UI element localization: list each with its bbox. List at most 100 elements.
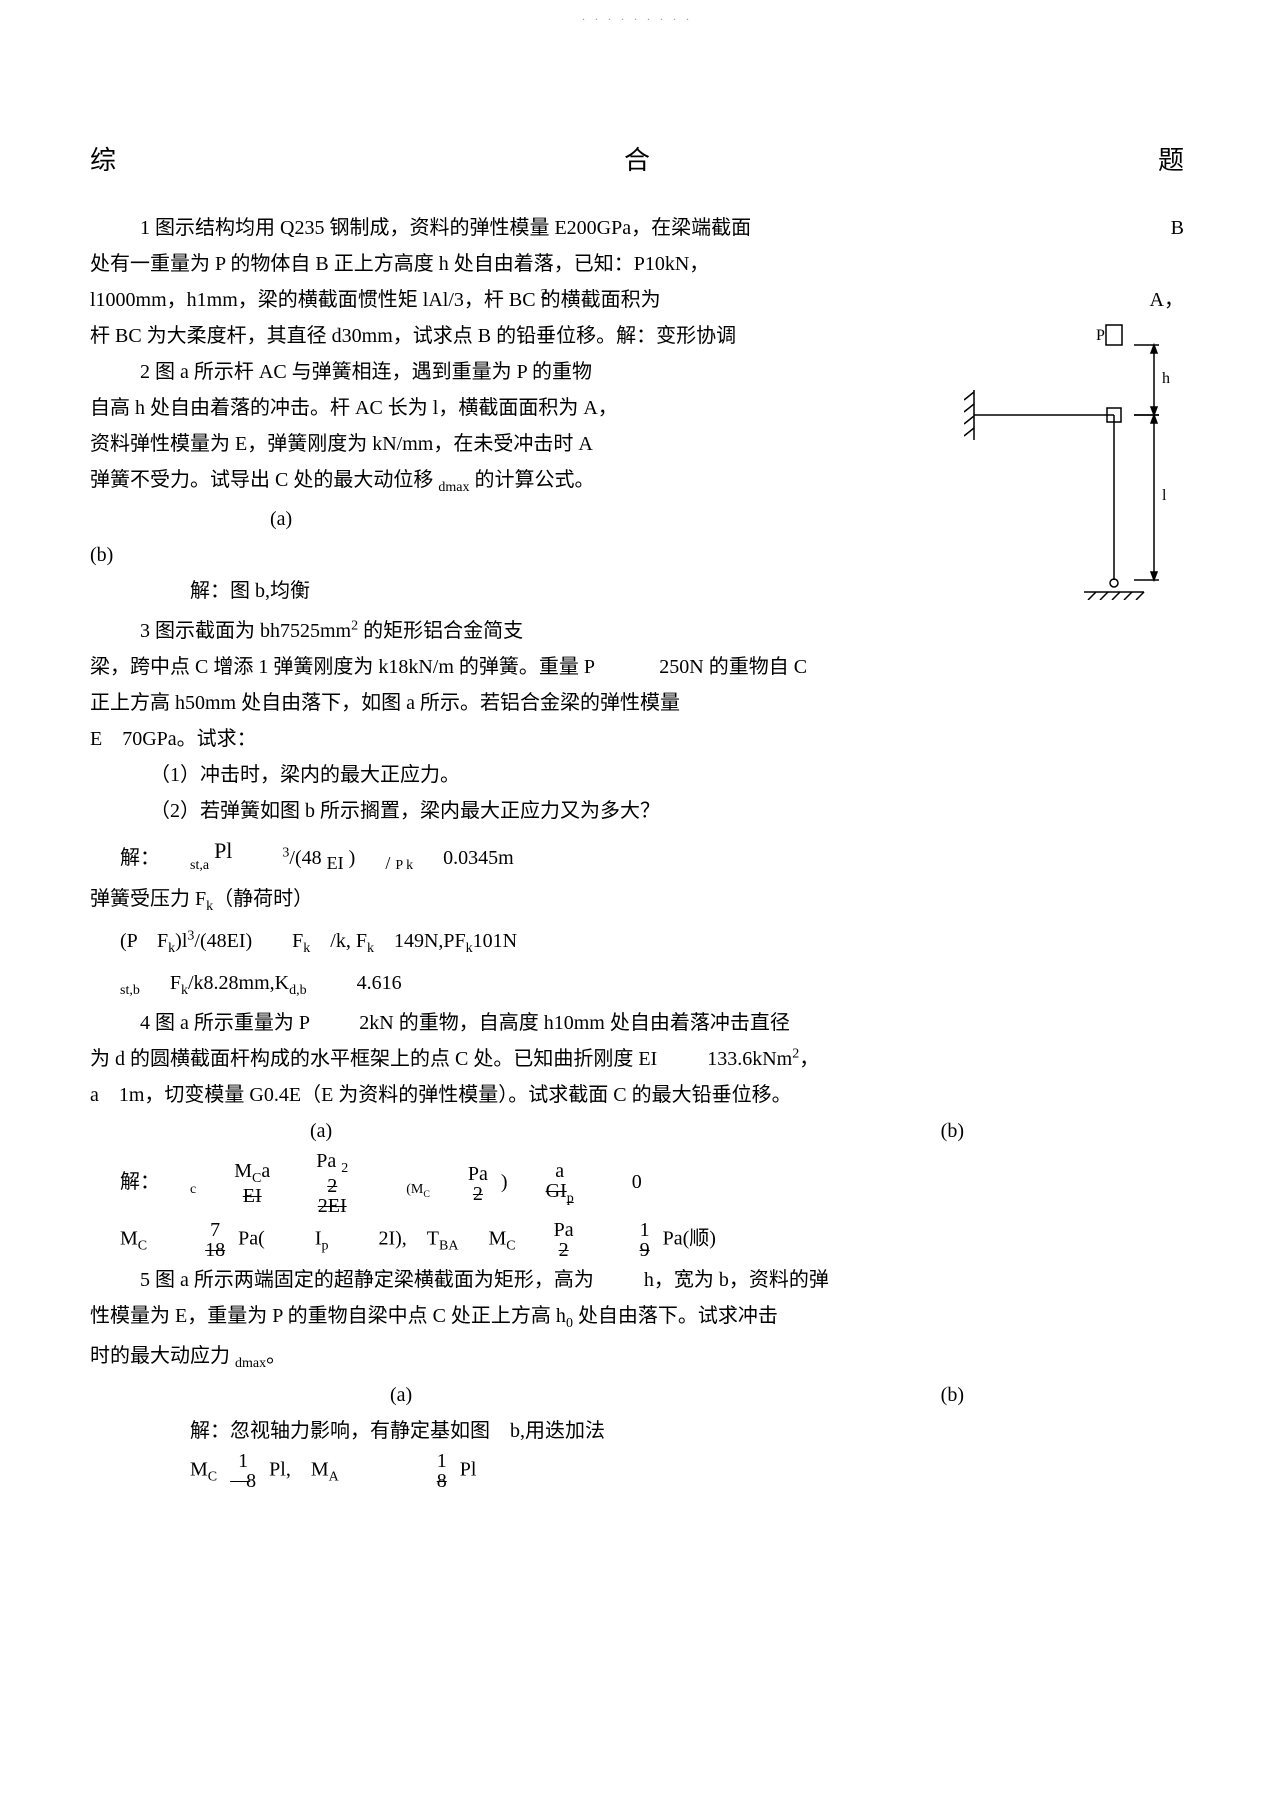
p3-eq3: st,b Fk/k8.28mm,Kd,b 4.616 (120, 965, 1184, 1003)
p3-eq2-e: 149N,PF (374, 930, 466, 952)
title-row: 综 合 题 (90, 140, 1184, 182)
p4-Mc2: M (120, 1228, 138, 1250)
p5-A: A (329, 1470, 339, 1485)
p4-BA: BA (439, 1239, 458, 1254)
p4-Mc: M (234, 1160, 252, 1182)
p4-Csub3: C (138, 1239, 147, 1254)
p4-frac1: MCa EI (230, 1161, 274, 1206)
p5-line3-a: 时的最大动应力 (90, 1345, 235, 1367)
p4-frac2: Pa 2 2 2EI (312, 1151, 352, 1216)
p3-line2-left: 梁，跨中点 C 增添 1 弹簧刚度为 k18kN/m 的弹簧。重量 P (90, 656, 594, 678)
p3-line1-b: 的矩形铝合金简支 (358, 620, 523, 642)
p5-eq1: MC 1 8 Pl, MA 1 8 Pl (190, 1451, 1184, 1491)
p5-line2-a: 性模量为 E，重量为 P 的重物自梁中点 C 处正上方高 h (90, 1305, 566, 1327)
p3-eq2-b: )l (175, 930, 187, 952)
p3-close: ) (349, 847, 356, 869)
p3-line1-a: 3 图示截面为 bh7525mm (140, 620, 351, 642)
p4-7: 7 (201, 1220, 229, 1240)
p5-line2-b: 处自由落下。试求冲击 (573, 1305, 778, 1327)
p3-stb: st,b (120, 983, 140, 998)
p5-sol: 解：忽视轴力影响，有静定基如图 b,用迭加法 (90, 1415, 1184, 1447)
p5-line3: 时的最大动应力 dmax。 (90, 1340, 1184, 1375)
p4-comma: ， (799, 1048, 819, 1070)
p4-2I: 2I), T (378, 1228, 439, 1250)
p3-spring-a: 弹簧受压力 F (90, 888, 206, 910)
p5-line1-b: h，宽为 b，资料的弹 (644, 1269, 829, 1291)
p4-18: 18 (201, 1240, 229, 1260)
p3-eq2-k3: k (367, 941, 374, 956)
page-header-dots: · · · · · · · · · (0, 10, 1274, 29)
p4-Mc-open: (M (406, 1182, 423, 1197)
p3-eq3-k: k (181, 983, 188, 998)
p5-a: (a) (390, 1379, 412, 1411)
p3-eq3-b: /k8.28mm,K (188, 972, 289, 994)
p3-line3: 正上方高 h50mm 处自由落下，如图 a 所示。若铝合金梁的弹性模量 (90, 687, 1184, 719)
p5-line1: 5 图 a 所示两端固定的超静定梁横截面为矩形，高为 h，宽为 b，资料的弹 (90, 1264, 1184, 1296)
p5-frac2: 1 8 (433, 1451, 451, 1491)
p1-line1: 1 图示结构均用 Q235 钢制成，资料的弹性模量 E200GPa，在梁端截面 … (90, 212, 1184, 244)
p4-Csub: C (252, 1171, 261, 1186)
p4-2c: 2 (550, 1240, 578, 1260)
p4-eq2: MC 7 18 Pa( Ip 2I), TBA MC Pa 2 1 9 Pa(顺… (120, 1220, 1184, 1260)
p1-sup2: 2 (541, 287, 548, 302)
p3-spring-b: （静荷时） (213, 888, 313, 910)
p4-eq1: 解： c MCa EI Pa 2 2 2EI (MC Pa 2 ) a GIp … (120, 1151, 1184, 1216)
p3-eq3-c: 4.616 (357, 972, 402, 994)
p3-pk: P k (395, 858, 413, 873)
p4-line1-a: 4 图 a 所示重量为 P (140, 1012, 309, 1034)
svg-text:l: l (1162, 487, 1167, 504)
p4-EI: EI (230, 1186, 274, 1206)
p3-sta: st,a (190, 858, 209, 873)
p3-EI: EI (327, 853, 344, 873)
p4-Mc3: M (488, 1228, 506, 1250)
p4-c: c (190, 1182, 196, 1197)
p3-eq2-f: 101N (473, 930, 517, 952)
title-c3: 题 (1158, 140, 1184, 182)
p4-sol-label: 解： (120, 1171, 160, 1193)
p3-eq3-F: F (170, 972, 181, 994)
p4-2EI: 2EI (312, 1196, 352, 1216)
p3-line4: E 70GPa。试求： (90, 723, 1184, 755)
p3-spring: 弹簧受压力 Fk（静荷时） (90, 883, 1184, 918)
p4-a-var2: a (542, 1161, 578, 1181)
p3-slash: / (385, 853, 390, 873)
p3-line2: 梁，跨中点 C 增添 1 弹簧刚度为 k18kN/m 的弹簧。重量 P 250N… (90, 651, 1184, 683)
p5-ab-row: (a) (b) (90, 1379, 1184, 1411)
p4-frac7: 1 9 (636, 1220, 654, 1260)
p4-2sup: 2 (341, 1161, 348, 1176)
p5-C: C (208, 1470, 217, 1485)
p2-line4-a: 弹簧不受力。试导出 C 处的最大动位移 (90, 469, 438, 491)
p1-line2: 处有一重量为 P 的物体自 B 正上方高度 h 处自由着落，已知：P10kN， (90, 248, 1184, 280)
p1-line1-text: 1 图示结构均用 Q235 钢制成，资料的弹性模量 E200GPa，在梁端截面 (140, 217, 751, 239)
p5-b: (b) (941, 1379, 964, 1411)
p4-line2: 为 d 的圆横截面杆构成的水平框架上的点 C 处。已知曲折刚度 EI 133.6… (90, 1043, 1184, 1075)
p5-line1-a: 5 图 a 所示两端固定的超静定梁横截面为矩形，高为 (140, 1269, 594, 1291)
p3-eq2-a: (P F (120, 930, 168, 952)
p4-Csub4: C (506, 1239, 515, 1254)
p5-period: 。 (266, 1345, 286, 1367)
p4-Pa3: Pa (550, 1220, 578, 1240)
p4-Pa-open: Pa( (238, 1228, 265, 1250)
p3-line1: 3 图示截面为 bh7525mm2 的矩形铝合金简支 (90, 615, 1184, 647)
p2-dmax: dmax (438, 480, 469, 495)
p3-eq2-d: /k, F (310, 930, 367, 952)
p1-line3: l1000mm，h1mm，梁的横截面惯性矩 lAl/3，杆 BC 的横截面积为2… (90, 284, 1184, 316)
beam-diagram: P h l (964, 300, 1184, 600)
p4-frac5: 7 18 (201, 1220, 229, 1260)
p4-close: ) (501, 1171, 508, 1193)
p4-1: 1 (636, 1220, 654, 1240)
p4-p2: p (321, 1239, 328, 1254)
p5-1: 1 (226, 1451, 260, 1471)
p4-p: p (567, 1191, 574, 1206)
p3-q1: （1）冲击时，梁内的最大正应力。 (90, 759, 1184, 791)
p1-line3-text: l1000mm，h1mm，梁的横截面惯性矩 lAl/3，杆 BC 的横截面积为 (90, 289, 661, 311)
p4-line1-b: 2kN 的重物，自高度 h10mm 处自由着落冲击直径 (359, 1012, 790, 1034)
p3-q2: （2）若弹簧如图 b 所示搁置，梁内最大正应力又为多大？ (90, 795, 1184, 827)
p5-line2: 性模量为 E，重量为 P 的重物自梁中点 C 处正上方高 h0 处自由落下。试求… (90, 1300, 1184, 1335)
svg-text:P: P (1096, 327, 1105, 344)
p3-48: /(48 (289, 847, 321, 869)
p1-line1-right: B (1121, 212, 1184, 244)
p5-0: 0 (566, 1316, 573, 1331)
p1-line3-right: A， (1150, 284, 1184, 316)
p4-frac4: a GIp (542, 1161, 578, 1206)
